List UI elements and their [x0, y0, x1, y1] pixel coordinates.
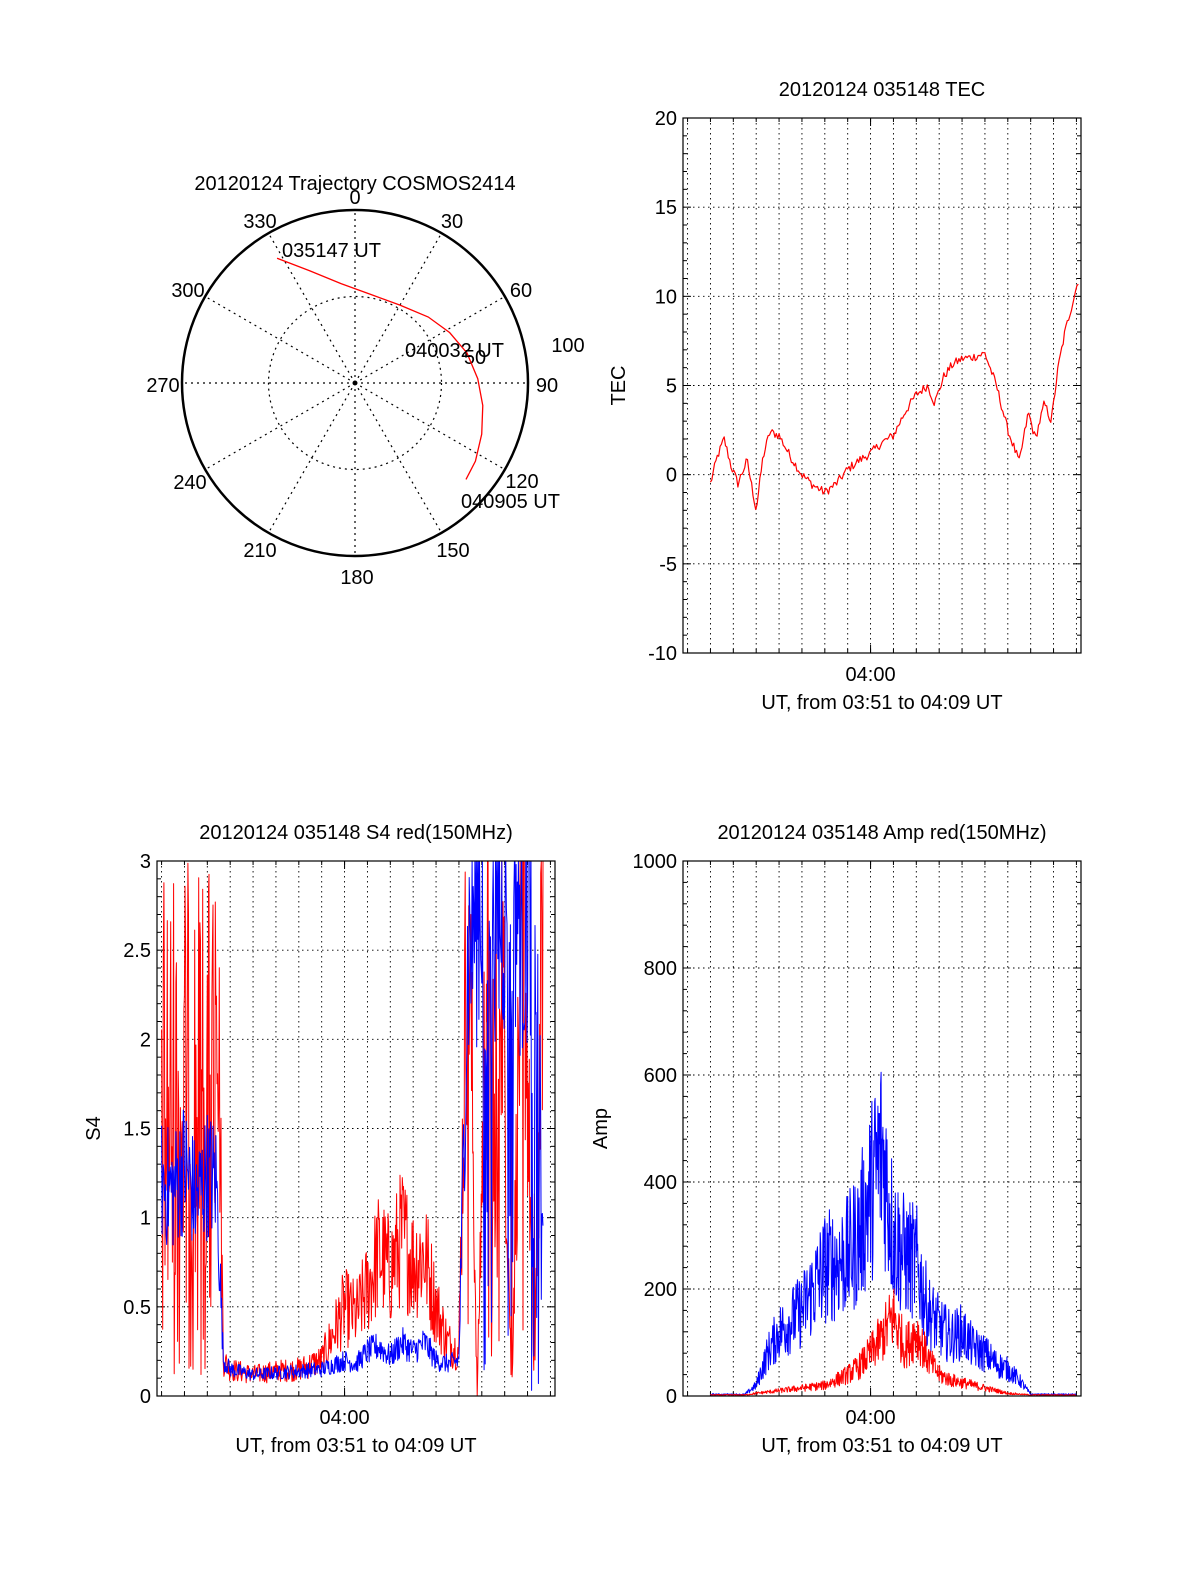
chart-panel-s4: 0 0.5 1 1.5 2 2.5 3 04:00 20120124 035148 S4 red… — [83, 822, 556, 1457]
x-tick-label: 04:00 — [846, 664, 896, 686]
x-tick-label: 04:00 — [320, 1407, 370, 1429]
y-axis-label: TEC — [608, 366, 630, 406]
polar-angle-label: 60 — [510, 280, 532, 302]
y-tick-label: 20 — [655, 108, 677, 130]
polar-title: 20120124 Trajectory COSMOS2414 — [194, 173, 515, 195]
chart-panel-tec: -10 -5 0 5 10 15 20 04:00 20120124 035148 TEC UT,… — [608, 79, 1082, 714]
y-tick-label: 200 — [644, 1279, 677, 1301]
polar-outer-ring — [180, 208, 530, 558]
polar-angle-label: 90 — [536, 375, 558, 397]
polar-angle-label: 30 — [441, 211, 463, 233]
polar-ring-label: 50 — [464, 347, 486, 369]
polar-spoke — [354, 232, 443, 384]
polar-spoke — [204, 295, 356, 384]
polar-spoke — [354, 382, 506, 471]
y-tick-label: -5 — [659, 554, 677, 576]
y-tick-label: 10 — [655, 286, 677, 308]
trajectory-line — [276, 257, 484, 480]
polar-angle-label: 180 — [340, 567, 373, 589]
y-tick-label: 600 — [644, 1065, 677, 1087]
y-tick-label: 1000 — [633, 851, 678, 873]
y-tick-label: -10 — [648, 643, 677, 665]
polar-spoke — [354, 382, 443, 534]
plot-frame — [682, 117, 1082, 654]
y-axis-label: S4 — [83, 1116, 105, 1140]
x-tick-label: 04:00 — [846, 1407, 896, 1429]
plot-frame — [682, 860, 1082, 1397]
polar-angle-label: 210 — [243, 540, 276, 562]
y-tick-label: 0 — [666, 1386, 677, 1408]
series-line-red — [710, 1288, 1077, 1396]
y-tick-label: 2.5 — [123, 940, 151, 962]
x-axis-label: UT, from 03:51 to 04:09 UT — [761, 1435, 1002, 1457]
x-axis-label: UT, from 03:51 to 04:09 UT — [235, 1435, 476, 1457]
y-tick-label: 400 — [644, 1172, 677, 1194]
y-tick-label: 1 — [140, 1208, 151, 1230]
polar-angle-label: 120 — [505, 471, 538, 493]
y-tick-label: 1.5 — [123, 1119, 151, 1141]
polar-spoke — [204, 382, 356, 471]
chart-title: 20120124 035148 Amp red(150MHz) — [717, 822, 1046, 844]
y-tick-label: 0 — [666, 465, 677, 487]
polar-spoke — [267, 382, 356, 534]
y-tick-label: 3 — [140, 851, 151, 873]
y-axis-label: Amp — [590, 1108, 612, 1149]
y-tick-label: 800 — [644, 958, 677, 980]
trajectory-end-label: 040905 UT — [461, 491, 560, 513]
series-line-blue — [161, 860, 544, 1391]
chart-title: 20120124 035148 TEC — [779, 79, 985, 101]
polar-spoke — [354, 295, 506, 384]
y-tick-label: 5 — [666, 376, 677, 398]
y-tick-label: 0 — [140, 1386, 151, 1408]
polar-spoke — [267, 232, 356, 384]
polar-inner-ring — [267, 295, 443, 471]
chart-panel-amp: 0 200 400 600 800 1000 04:00 20120124 035148 Am… — [590, 822, 1082, 1457]
polar-angle-label: 0 — [349, 187, 360, 209]
chart-title: 20120124 035148 S4 red(150MHz) — [199, 822, 513, 844]
trajectory-start-label: 035147 UT — [282, 240, 381, 262]
series-line-red — [709, 283, 1079, 511]
trajectory-mid-label: 040032 UT — [405, 340, 504, 362]
polar-angle-label: 240 — [173, 472, 206, 494]
series-line-blue — [709, 1071, 1077, 1396]
polar-angle-label: 330 — [243, 211, 276, 233]
x-axis-label: UT, from 03:51 to 04:09 UT — [761, 692, 1002, 714]
polar-ring-label: 100 — [551, 335, 584, 357]
polar-angle-label: 270 — [146, 375, 179, 397]
y-tick-label: 0.5 — [123, 1297, 151, 1319]
polar-angle-label: 150 — [436, 540, 469, 562]
y-tick-label: 2 — [140, 1029, 151, 1051]
polar-angle-label: 300 — [171, 280, 204, 302]
y-tick-label: 15 — [655, 197, 677, 219]
plot-frame — [156, 860, 556, 1397]
